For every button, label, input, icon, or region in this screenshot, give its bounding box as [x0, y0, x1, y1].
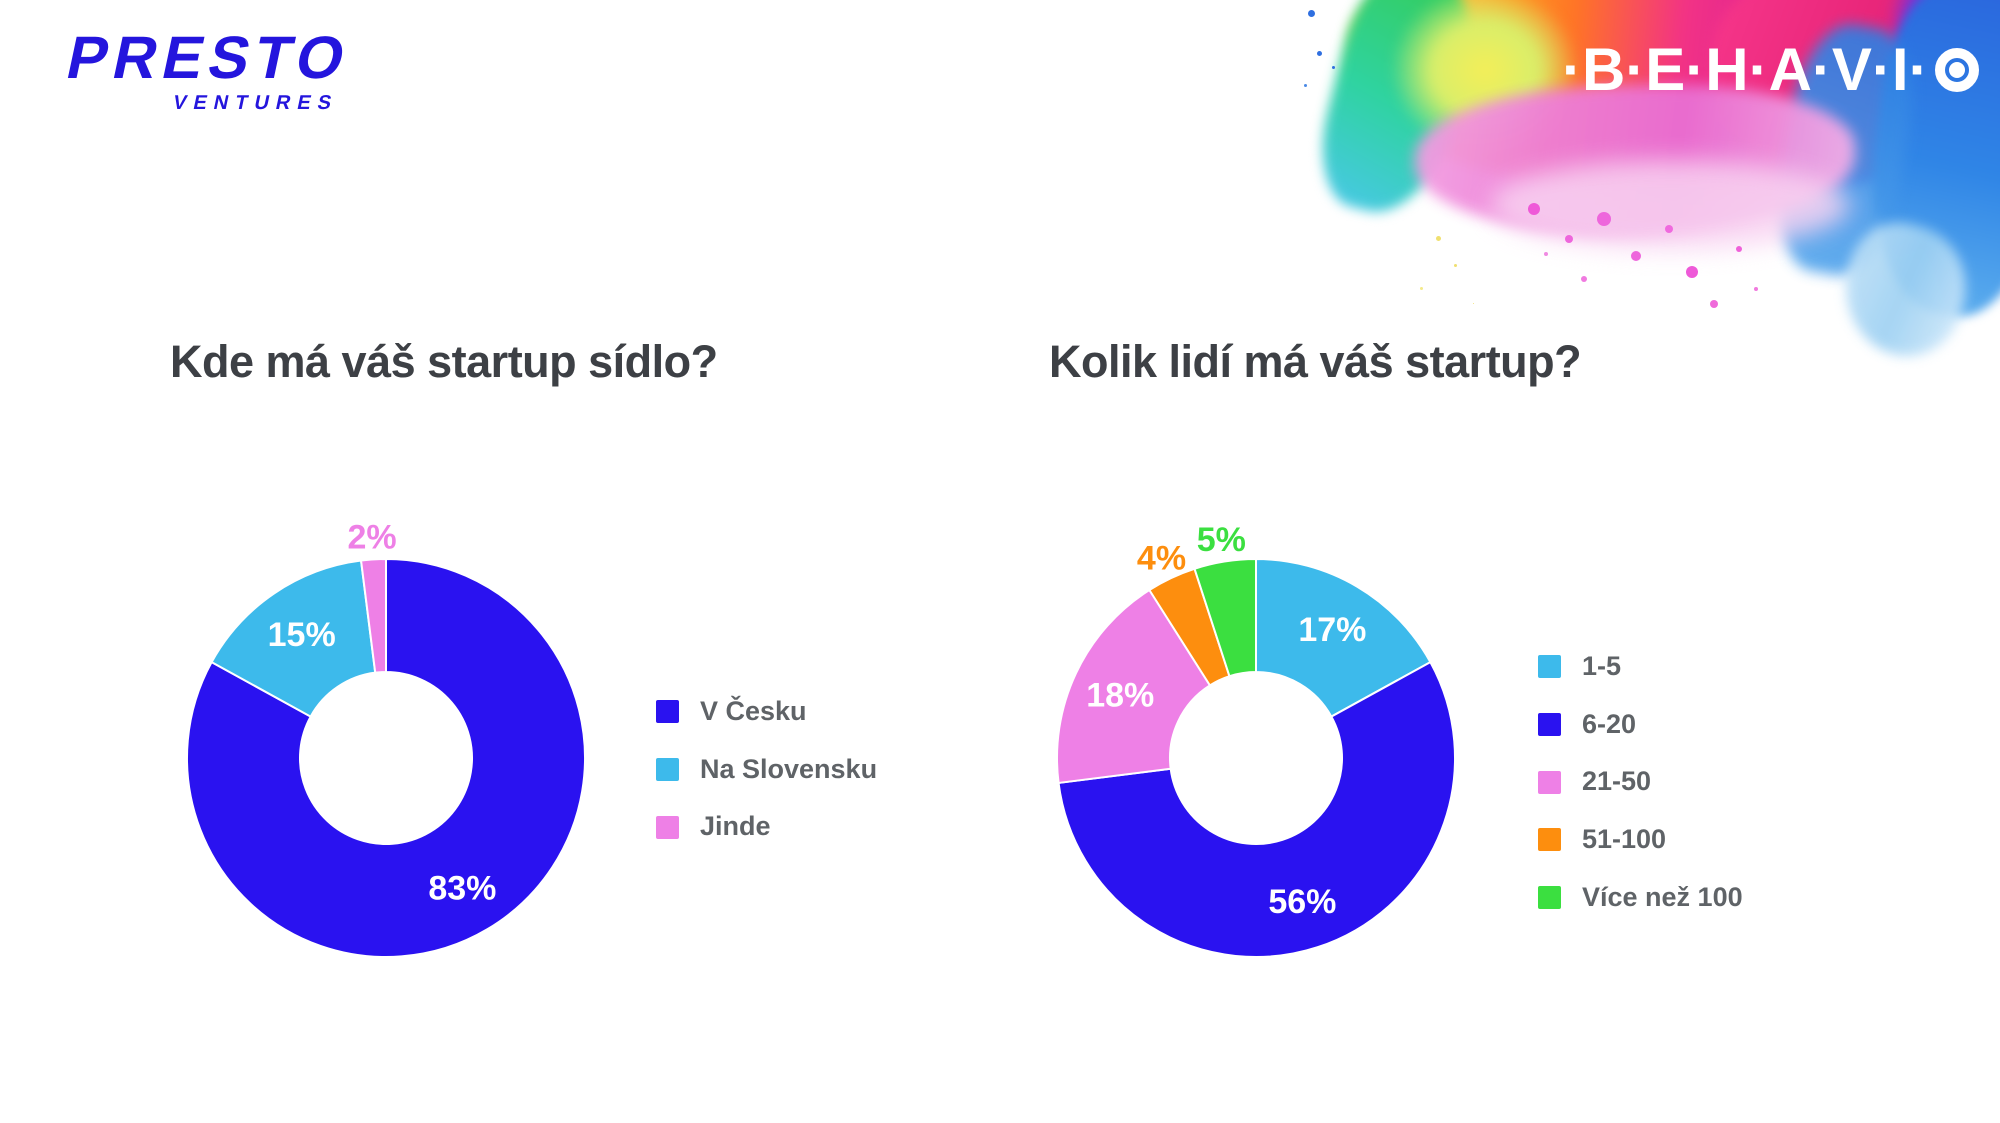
legend-swatch-jinde [656, 815, 679, 839]
donut-slice-6-20 [1057, 660, 1456, 958]
legend-label-v-esku: V Česku [700, 696, 807, 726]
legend-item-1-5: 1-5 [1538, 651, 1743, 682]
slice-label-21-50: 18% [1086, 676, 1154, 714]
legend-label-51-100: 51-100 [1582, 824, 1667, 855]
legend-swatch-6-20 [1538, 713, 1561, 737]
legend-label-21-50: 21-50 [1582, 766, 1652, 797]
donut-slice-na-slovensku [210, 559, 377, 718]
chart-title-left: Kde má váš startup sídlo? [170, 336, 718, 387]
legend-swatch-51-100 [1538, 828, 1561, 852]
splash-light-pink-wash [1490, 160, 1850, 250]
legend-item-21-50: 21-50 [1538, 767, 1743, 797]
chart-title-right: Kolik lidí má váš startup? [1049, 336, 1582, 387]
legend-item-na-slovensku: Na Slovensku [656, 753, 878, 785]
slice-label-jinde: 2% [347, 519, 396, 557]
legend-label-v-ce-ne-100: Více než 100 [1582, 881, 1743, 912]
presto-logo-subtext: VENTURES [170, 92, 341, 114]
slice-label-v-ce-ne-100: 5% [1197, 521, 1246, 559]
presto-logo-text: PRESTO [61, 24, 357, 91]
legend-item-v-ce-ne-100: Více než 100 [1538, 881, 1743, 913]
legend-startup-location: V Česku Na Slovensku Jinde [656, 696, 878, 870]
slice-label-v-esku: 83% [428, 869, 496, 907]
legend-item-jinde: Jinde [656, 812, 877, 842]
slice-label-1-5: 17% [1298, 611, 1366, 649]
donut-slice-v-ce-ne-100 [1193, 557, 1257, 678]
legend-item-v-esku: V Česku [656, 696, 877, 727]
donut-slice-jinde [359, 557, 387, 674]
donut-chart-startup-size: 17% 56% 18% 4% 5% [1056, 521, 1456, 958]
presto-ventures-logo: PRESTO VENTURES [56, 24, 357, 115]
legend-label-jinde: Jinde [700, 811, 771, 842]
donut-chart-startup-location: 83% 15% 2% [186, 519, 586, 958]
slice-label-6-20: 56% [1268, 883, 1336, 921]
legend-swatch-v-esku [656, 700, 679, 724]
slice-label-na-slovensku: 15% [268, 616, 336, 654]
legend-label-6-20: 6-20 [1582, 708, 1637, 739]
legend-label-1-5: 1-5 [1582, 651, 1622, 681]
paint-splash-graphic: ·B·E·H·A·V·I· [1280, 0, 2000, 380]
legend-item-51-100: 51-100 [1538, 824, 1743, 855]
legend-item-6-20: 6-20 [1538, 708, 1743, 740]
legend-swatch-v-ce-ne-100 [1538, 886, 1561, 910]
donut-slice-1-5 [1255, 557, 1432, 718]
donut-slice-v-esku [186, 557, 586, 958]
legend-swatch-1-5 [1538, 655, 1561, 679]
legend-swatch-na-slovensku [656, 758, 679, 782]
target-icon [1934, 48, 1979, 92]
slice-label-51-100: 4% [1137, 539, 1186, 577]
donut-slice-21-50 [1056, 588, 1212, 785]
legend-label-na-slovensku: Na Slovensku [700, 753, 878, 784]
splash-yellow-splatter-dots [1280, 0, 1287, 7]
legend-startup-size: 1-5 6-20 21-50 51-100 Více než 100 [1538, 651, 1743, 940]
behavio-logo-text: ·B·E·H·A·V·I· [1562, 36, 1929, 103]
legend-swatch-21-50 [1538, 770, 1561, 794]
behavio-logo: ·B·E·H·A·V·I· [1562, 40, 1979, 100]
